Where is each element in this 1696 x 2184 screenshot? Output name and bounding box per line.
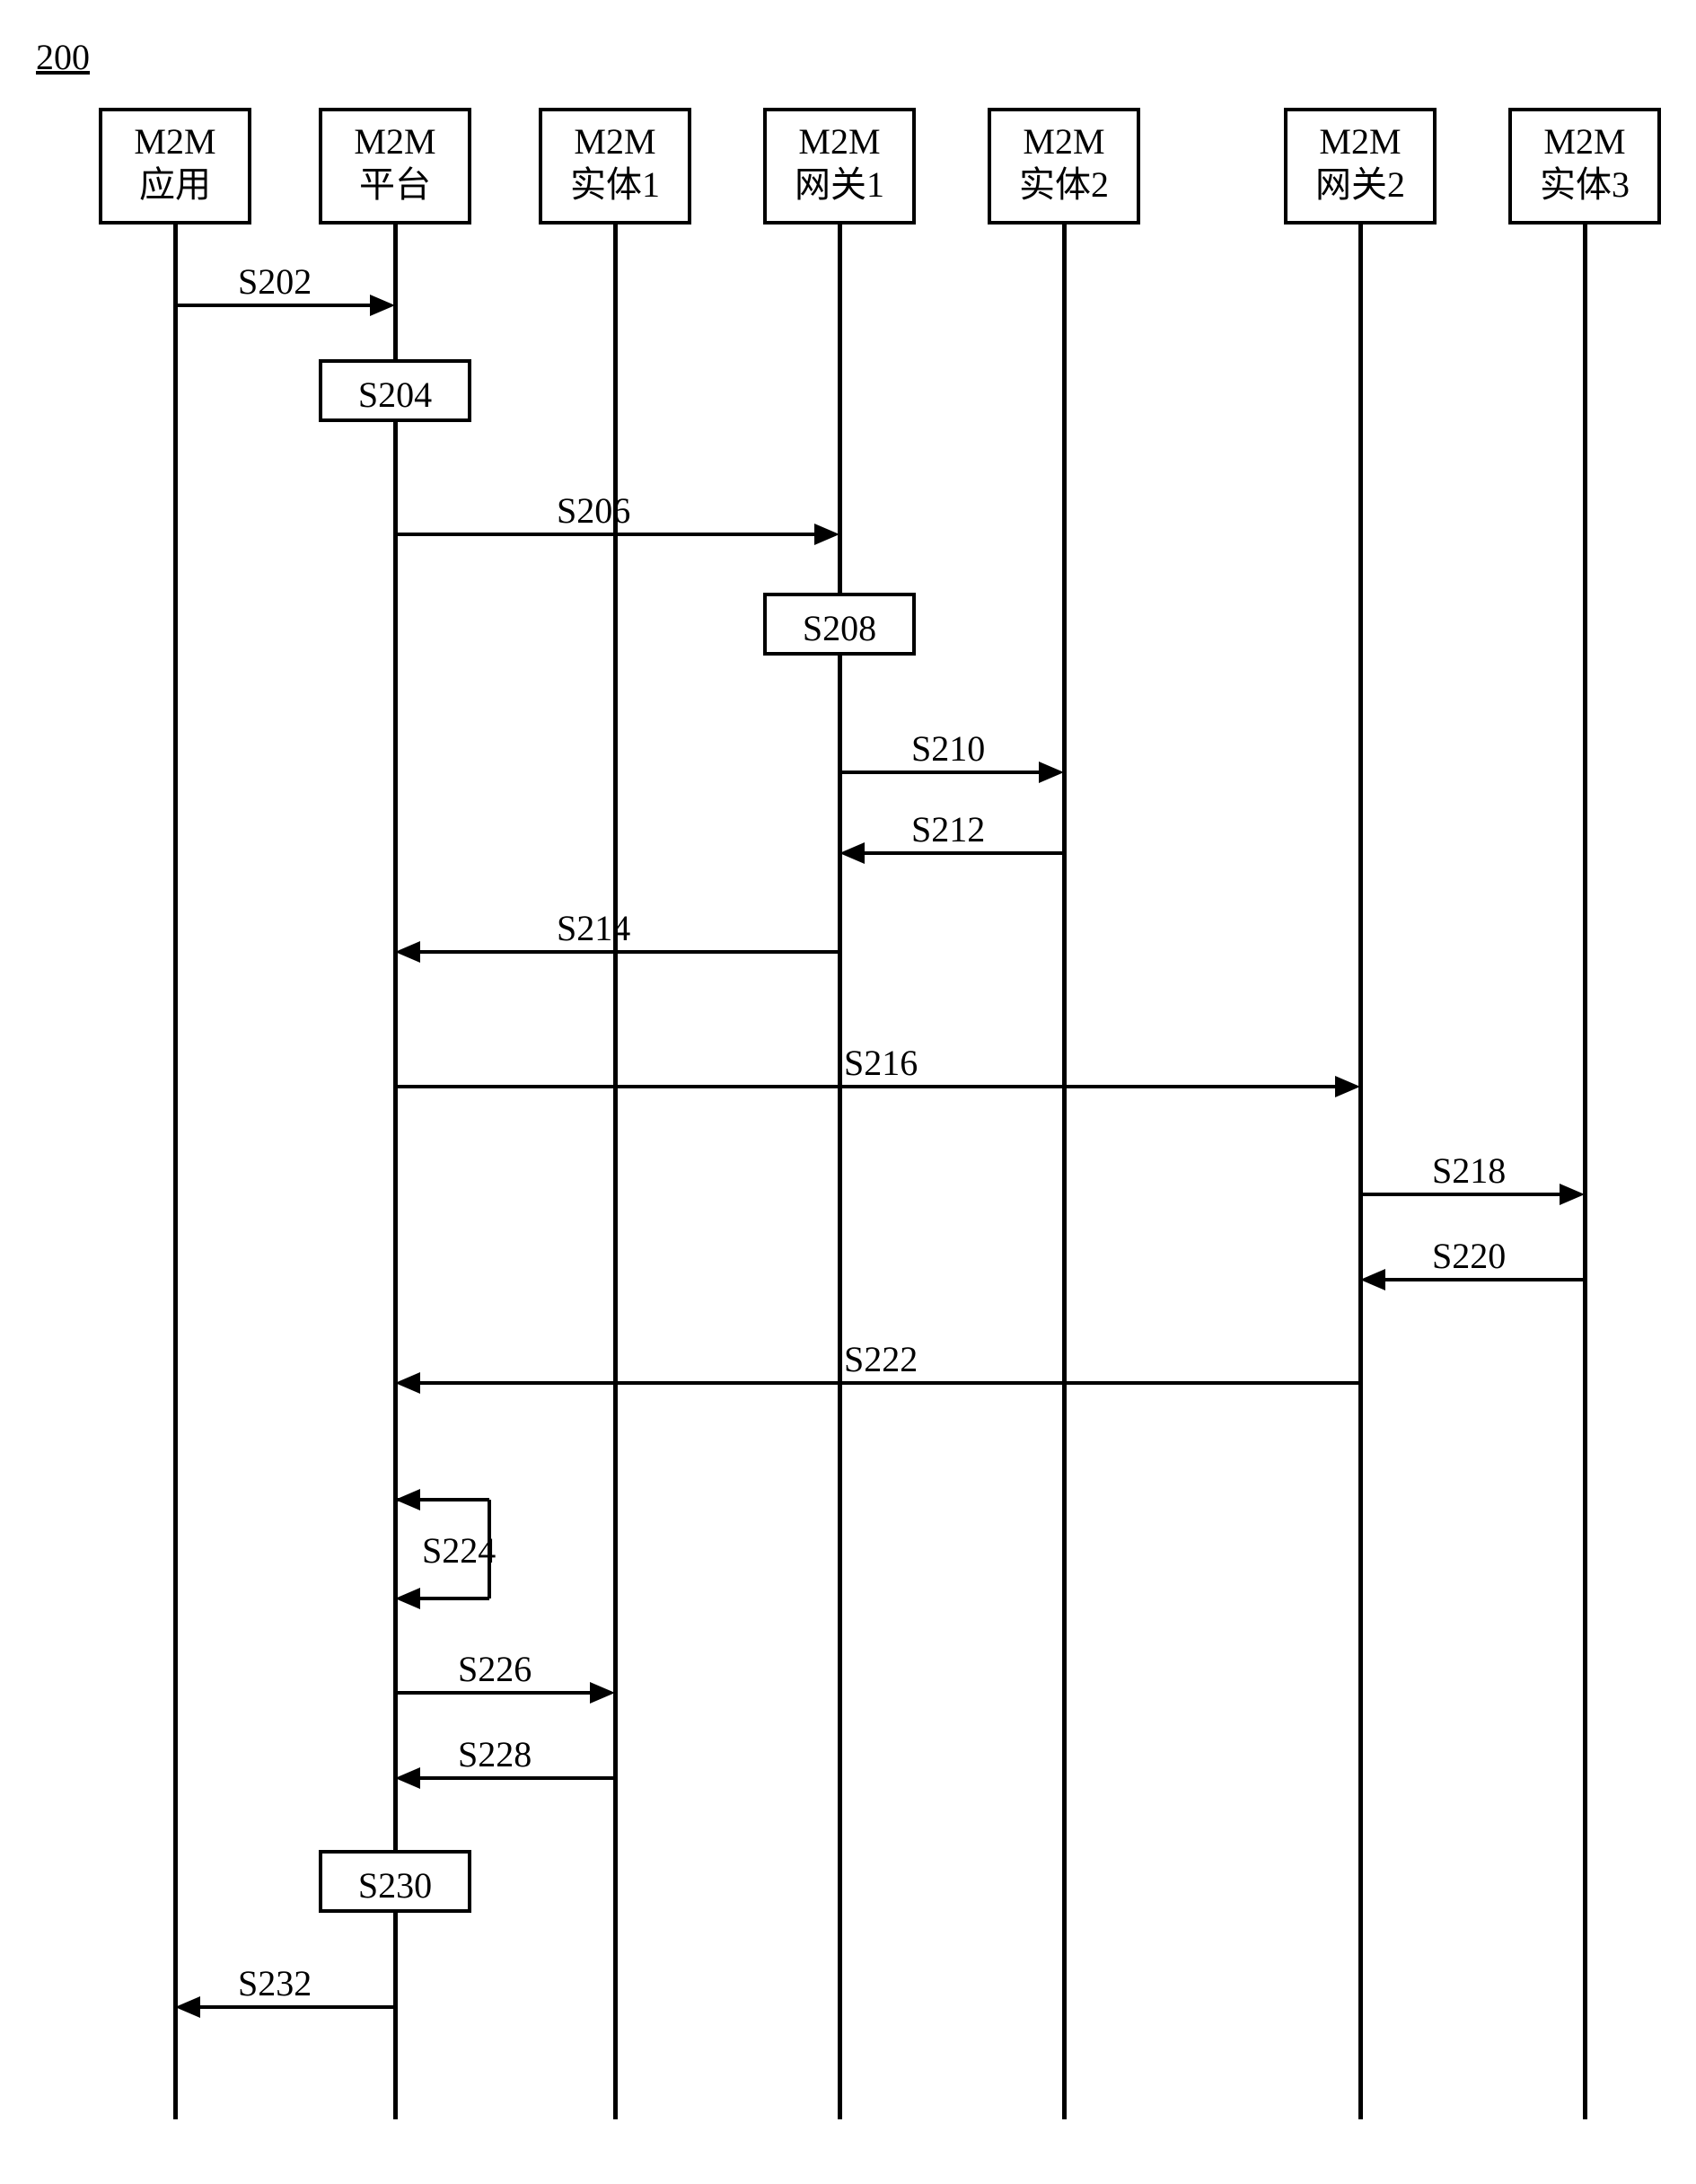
arrow-label-s202: S202 [238,260,312,303]
arrow-label-s220: S220 [1432,1235,1506,1277]
arrowhead-s210 [1039,762,1064,783]
figure-number: 200 [36,36,90,78]
participant-gw1: M2M网关1 [763,108,916,225]
lifeline-plat [393,225,398,2119]
self-head-top-s224 [395,1489,420,1510]
arrow-s218 [1360,1193,1560,1196]
arrowhead-s202 [370,295,395,316]
arrowhead-s228 [395,1767,420,1789]
arrow-s220 [1385,1278,1585,1281]
arrow-label-s218: S218 [1432,1149,1506,1192]
self-head-bot-s224 [395,1588,420,1609]
arrow-s206 [395,533,814,536]
arrowhead-s214 [395,941,420,963]
arrow-s216 [395,1085,1335,1088]
lifeline-gw1 [838,225,842,2119]
lifeline-app [173,225,178,2119]
arrow-label-s222: S222 [844,1338,918,1380]
arrowhead-s232 [175,1996,200,2018]
arrow-s214 [420,950,839,954]
self-bot-s224 [420,1597,489,1600]
lifeline-ent2 [1062,225,1067,2119]
arrowhead-s222 [395,1372,420,1394]
arrow-s232 [200,2005,395,2009]
arrowhead-s220 [1360,1269,1385,1290]
participant-ent3: M2M实体3 [1508,108,1661,225]
participant-ent1: M2M实体1 [539,108,691,225]
arrowhead-s216 [1335,1076,1360,1097]
self-label-s224: S224 [422,1529,496,1572]
arrow-label-s214: S214 [557,907,630,949]
participant-plat: M2M平台 [319,108,471,225]
arrow-s210 [839,771,1039,774]
sequence-diagram: 200 M2M应用 M2M平台 M2M实体1 M2M网关1 M2M实体2 M2M网关2 M2… [36,36,1660,2148]
arrow-s226 [395,1691,590,1695]
participant-app: M2M应用 [99,108,251,225]
arrow-label-s216: S216 [844,1042,918,1084]
lifeline-gw2 [1358,225,1363,2119]
arrow-label-s212: S212 [911,808,985,850]
step-box-s204: S204 [319,359,471,422]
arrowhead-s206 [814,524,839,545]
arrowhead-s212 [839,842,865,864]
arrow-label-s210: S210 [911,727,985,770]
step-box-s230: S230 [319,1850,471,1913]
arrow-s228 [420,1776,615,1780]
arrow-s202 [175,304,370,307]
arrowhead-s218 [1560,1184,1585,1205]
arrow-s222 [420,1381,1360,1385]
participant-gw2: M2M网关2 [1284,108,1437,225]
arrow-label-s228: S228 [458,1733,532,1775]
arrow-label-s206: S206 [557,489,630,532]
lifeline-ent3 [1583,225,1587,2119]
arrow-label-s232: S232 [238,1962,312,2004]
arrow-s212 [865,851,1064,855]
arrowhead-s226 [590,1682,615,1704]
participant-ent2: M2M实体2 [988,108,1140,225]
step-box-s208: S208 [763,593,916,656]
arrow-label-s226: S226 [458,1648,532,1690]
